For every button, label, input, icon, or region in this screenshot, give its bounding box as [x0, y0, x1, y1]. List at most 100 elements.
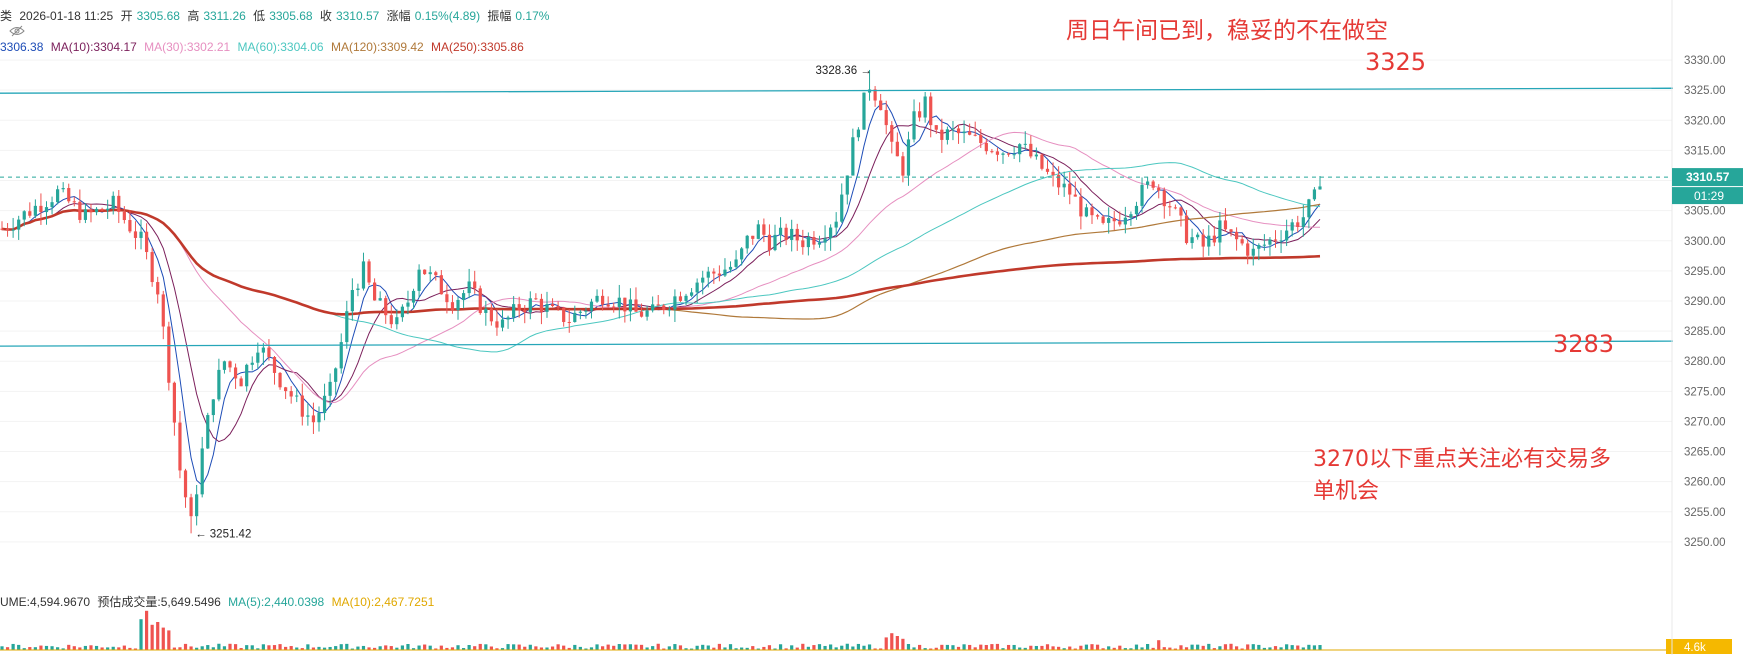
candle-body	[856, 129, 861, 138]
volume-bar	[884, 637, 888, 650]
volume-bar	[1140, 647, 1144, 650]
volume-bar	[122, 645, 126, 650]
volume-bar	[751, 646, 755, 650]
volume-bar	[901, 638, 905, 650]
candle-body	[1229, 229, 1233, 232]
candle-body	[1057, 174, 1061, 188]
candle-body	[906, 139, 911, 176]
volume-bar	[890, 633, 894, 650]
volume-bar	[823, 645, 827, 650]
volume-bar	[1090, 644, 1094, 650]
volume-bar	[67, 644, 71, 650]
volume-bar	[356, 646, 360, 650]
volume-bar	[556, 644, 560, 650]
volume-bar	[612, 645, 616, 650]
y-tick-label: 3275.00	[1684, 386, 1726, 398]
candle-body	[189, 497, 193, 517]
volume-bar	[156, 622, 160, 650]
candle-body	[122, 211, 126, 221]
price-tag-text: 3310.57	[1686, 170, 1730, 184]
candle-body	[1012, 154, 1016, 156]
hide-eye-icon[interactable]	[9, 25, 25, 37]
annotation-note-line2: 单机会	[1313, 479, 1380, 504]
candle-body	[773, 234, 777, 251]
volume-bar	[1273, 646, 1278, 650]
volume-bar	[1207, 643, 1211, 650]
volume-bar	[1301, 647, 1305, 650]
ma-legend: 3306.38 MA(10):3304.17 MA(30):3302.21 MA…	[0, 40, 528, 54]
volume-bar	[1262, 647, 1266, 650]
volume-ma5: MA(5):2,440.0398	[228, 595, 325, 609]
volume-bar	[1134, 644, 1139, 650]
candle-body	[634, 299, 638, 312]
price-tag-bg	[1672, 168, 1743, 187]
candle-body	[256, 352, 260, 363]
volume-bar	[378, 646, 382, 650]
candle-body	[322, 395, 327, 414]
candle-body	[206, 415, 210, 449]
candle-body	[0, 228, 4, 230]
volume-bar	[567, 647, 571, 650]
candle-body	[1234, 231, 1239, 240]
candle-body	[78, 201, 82, 220]
volume-bar	[1290, 645, 1294, 650]
volume-bar	[495, 648, 499, 650]
candle-body	[195, 494, 199, 517]
volume-bar	[584, 648, 588, 650]
level-line	[0, 87, 1674, 94]
candle-body	[956, 128, 961, 134]
candle-body	[1101, 216, 1105, 223]
candle-body	[979, 134, 983, 143]
candle-body	[467, 281, 471, 294]
volume-bar	[795, 647, 799, 650]
volume-bar	[1062, 648, 1066, 650]
candle-body	[1157, 187, 1161, 191]
volume-bar	[712, 647, 716, 650]
volume-bar	[912, 647, 916, 650]
candle-body	[778, 227, 783, 235]
candle-body	[83, 209, 88, 220]
candle-body	[306, 415, 310, 417]
volume-bar	[1212, 648, 1216, 650]
volume-bar	[473, 646, 477, 650]
candle-body	[228, 361, 232, 368]
candle-body	[183, 470, 188, 498]
volume-bar	[83, 645, 88, 650]
volume-bar	[1162, 647, 1166, 650]
volume-bar	[745, 647, 749, 650]
candle-body	[784, 227, 788, 240]
candle-body	[445, 294, 449, 303]
candle-body	[489, 308, 493, 322]
volume-bar	[345, 643, 349, 650]
candle-body	[667, 309, 671, 311]
candle-body	[556, 306, 560, 308]
candle-body	[1201, 234, 1205, 247]
volume-bar	[461, 648, 466, 650]
candle-body	[623, 297, 627, 312]
volume-bar	[289, 646, 293, 650]
candle-body	[1296, 222, 1300, 227]
candle-body	[723, 269, 727, 276]
volume-bar	[990, 644, 994, 650]
candle-body	[1318, 186, 1322, 190]
candle-body	[1107, 218, 1111, 223]
volume-bar	[945, 644, 950, 650]
volume-bar	[1190, 644, 1194, 650]
countdown-tag-bg	[1672, 187, 1743, 205]
candle-body	[812, 237, 816, 245]
candle-body	[1146, 181, 1150, 185]
volume-bar	[328, 646, 332, 650]
volume-bar	[1223, 644, 1228, 650]
volume-bar	[428, 645, 432, 650]
volume-bar	[706, 645, 710, 650]
volume-bar	[845, 643, 849, 650]
volume-bar	[222, 646, 227, 650]
volume-bar	[1234, 646, 1239, 650]
candle-body	[1285, 230, 1289, 241]
amplitude-value: 0.17%	[515, 9, 550, 23]
candle-body	[1179, 207, 1183, 216]
candle-body	[628, 299, 633, 312]
volume-bar	[200, 646, 204, 650]
